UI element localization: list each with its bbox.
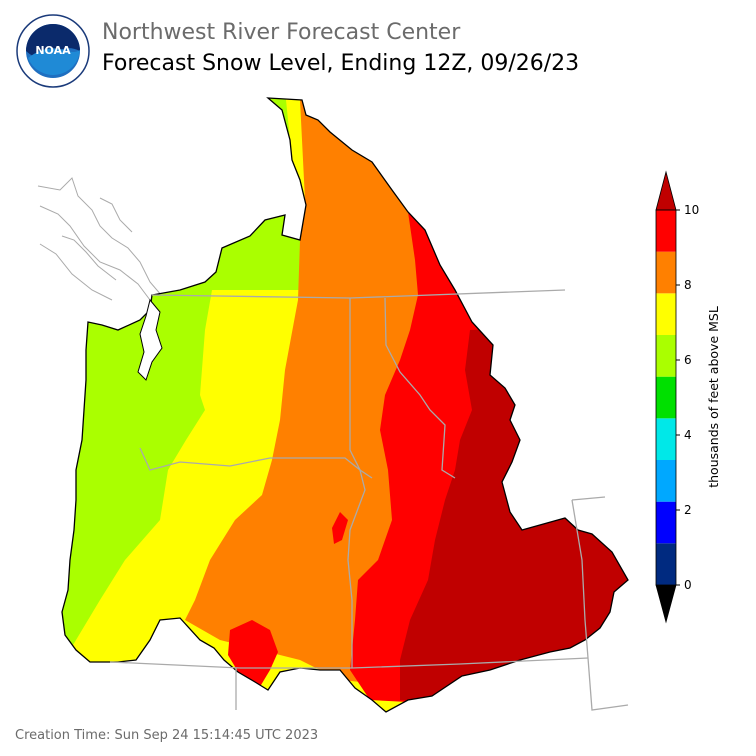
page-subtitle: Forecast Snow Level, Ending 12Z, 09/26/2… [102,51,580,76]
state-boundaries [109,289,629,711]
colorbar-segment [656,251,676,294]
colorbar-segment [656,460,676,502]
colorbar-tick-label: 6 [684,353,692,367]
colorbar-segment [656,210,676,252]
colorbar-segment [656,335,676,377]
colorbar-under-triangle [655,584,677,624]
colorbar-tick-label: 2 [684,503,692,517]
colorbar-tick-label: 8 [684,278,692,292]
colorbar-segments [655,170,677,624]
colorbar-segment [656,376,676,419]
colorbar-over-triangle [655,170,677,211]
colorbar-segment [656,543,676,585]
colorbar-segment [656,418,676,460]
colorbar-segment [656,501,676,544]
colorbar-segment [656,293,676,335]
colorbar-tick-label: 10 [684,203,699,217]
noaa-logo-icon: NOAA [16,14,90,88]
colorbar-label: thousands of feet above MSL [706,306,721,488]
colorbar-tick-label: 4 [684,428,692,442]
puget-sound [137,298,163,381]
colorbar-ticks: 0 2 4 6 8 10 [676,203,699,592]
snow-level-band-9-10-spot [332,512,348,544]
noaa-logo-text: NOAA [35,44,71,57]
creation-time: Creation Time: Sun Sep 24 15:14:45 UTC 2… [15,728,319,743]
coastline-lines [37,177,163,301]
colorbar-outline [655,209,677,586]
page-title: Northwest River Forecast Center [102,20,461,45]
colorbar-tick-label: 0 [684,578,692,592]
snow-level-band-9-10-southwest [228,620,278,690]
